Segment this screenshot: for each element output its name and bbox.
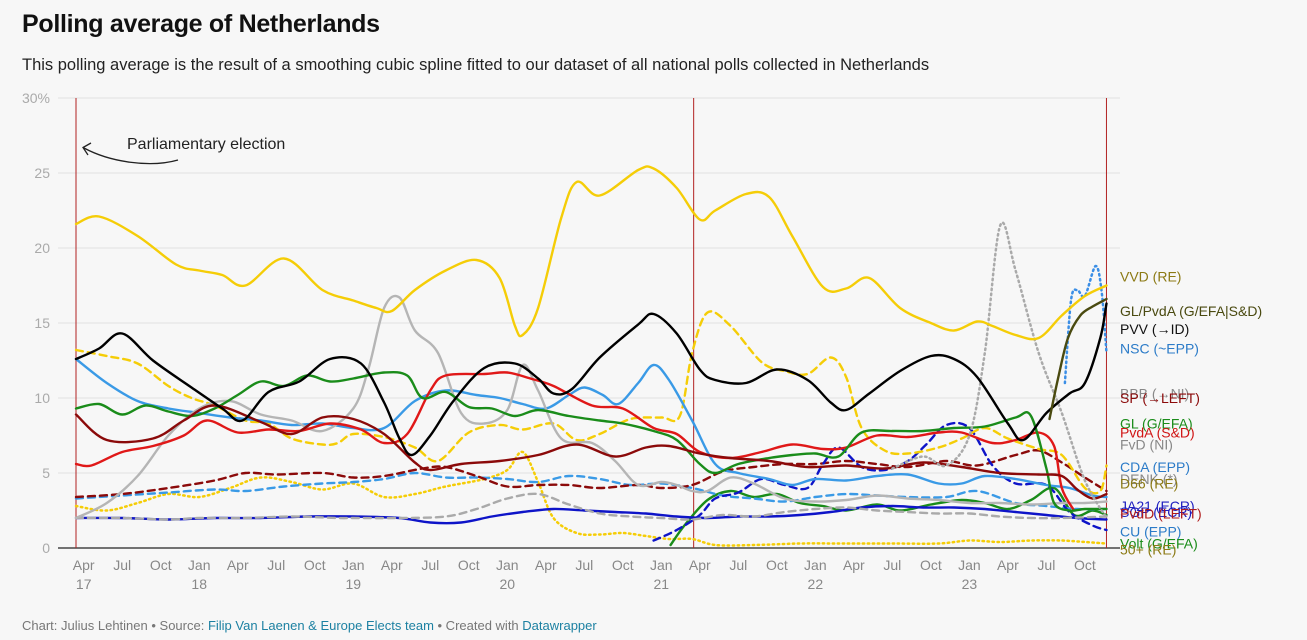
y-tick-label: 5: [42, 465, 50, 481]
x-tick-label: Jul: [575, 557, 593, 573]
x-tick-label: Oct: [766, 557, 788, 573]
x-tick-label: Oct: [304, 557, 326, 573]
y-tick-label: 15: [34, 315, 50, 331]
x-tick-label: Apr: [997, 557, 1019, 573]
x-tick-label: Jul: [883, 557, 901, 573]
x-tick-year: 20: [499, 576, 515, 592]
x-tick-label: Oct: [920, 557, 942, 573]
footer-sep: • Created with: [433, 618, 523, 633]
series-line-volt-g-efa: [669, 486, 1108, 547]
x-tick-label: Oct: [612, 557, 634, 573]
x-tick-year: 22: [808, 576, 824, 592]
line-chart: 0 5 10 15 20 25 30% Apr 17 Jul Oct Jan 18 Apr Jul Oct J…: [22, 90, 1262, 592]
series-label: VVD (RE): [1120, 269, 1181, 285]
series-label: CDA (EPP): [1120, 459, 1190, 475]
x-tick-year: 23: [962, 576, 978, 592]
x-tick-label: Apr: [689, 557, 711, 573]
series-line-pvda-s-d: [74, 371, 1076, 512]
series-lines: [74, 165, 1108, 547]
x-tick-label: Jan: [958, 557, 981, 573]
series-label: PvdD (LEFT): [1120, 506, 1202, 522]
series-label: DENK (*): [1120, 471, 1178, 487]
series-line-denk: [74, 492, 1108, 521]
x-axis: Apr 17 Jul Oct Jan 18 Apr Jul Oct Jan 19 Apr Jul Oct J…: [73, 557, 1096, 592]
series-label: D66 (RE): [1120, 476, 1178, 492]
series-label: SGP (ECR): [1120, 504, 1192, 520]
annotation-arrow: [83, 147, 179, 165]
x-tick-label: Jul: [113, 557, 131, 573]
x-tick-label: Oct: [458, 557, 480, 573]
arrowhead-icon: [82, 142, 92, 156]
election-lines: [75, 98, 1107, 548]
grid-lines: [58, 97, 1120, 549]
series-label: BBB (→NI): [1120, 386, 1189, 402]
series-label: GL (G/EFA): [1120, 416, 1193, 432]
series-label: JA21 (ECR): [1120, 498, 1195, 514]
source-link[interactable]: Filip Van Laenen & Europe Elects team: [207, 618, 434, 633]
datawrapper-link[interactable]: Datawrapper: [522, 618, 597, 633]
x-tick-label: Jan: [188, 557, 211, 573]
series-line-sgp-ecr: [74, 504, 1108, 525]
y-axis: 0 5 10 15 20 25 30%: [22, 90, 50, 556]
series-label: FvD (NI): [1120, 437, 1173, 453]
x-tick-label: Jan: [804, 557, 827, 573]
x-tick-label: Jan: [342, 557, 365, 573]
series-line-cu-epp: [74, 471, 1108, 511]
x-tick-label: Apr: [73, 557, 95, 573]
series-line-gl-pvda-g-efa-s-d: [1048, 297, 1108, 421]
election-annotation: Parliamentary election: [82, 136, 285, 165]
y-tick-label: 25: [34, 165, 50, 181]
series-line-nsc-epp: [1063, 264, 1108, 385]
x-tick-label: Apr: [843, 557, 865, 573]
x-tick-year: 21: [654, 576, 670, 592]
series-label: SP (→LEFT): [1120, 390, 1200, 406]
x-tick-label: Oct: [1074, 557, 1096, 573]
x-tick-label: Apr: [381, 557, 403, 573]
x-tick-label: Jul: [267, 557, 285, 573]
series-line-fvd-ni: [74, 294, 1108, 520]
series-label: PvdA (S&D): [1120, 425, 1195, 441]
chart-title: Polling average of Netherlands: [22, 10, 380, 38]
series-line-pvv-id: [74, 302, 1108, 457]
series-line-vvd-re: [74, 165, 1108, 341]
series-label: GL/PvdA (G/EFA|S&D): [1120, 303, 1262, 319]
chart-subtitle: This polling average is the result of a …: [22, 56, 930, 74]
series-line-cda-epp: [74, 357, 1108, 499]
series-label: CU (EPP): [1120, 524, 1181, 540]
series-label: 50+ (RE): [1120, 542, 1176, 558]
series-line-ja21-ecr: [652, 421, 1108, 542]
series-line-50-re: [74, 450, 1108, 547]
y-tick-label: 10: [34, 390, 50, 406]
x-tick-year: 18: [191, 576, 207, 592]
y-tick-label: 20: [34, 240, 50, 256]
x-tick-label: Jul: [1037, 557, 1055, 573]
x-tick-label: Jan: [496, 557, 519, 573]
x-tick-label: Jan: [650, 557, 673, 573]
footer-sep: • Source:: [147, 618, 208, 633]
x-tick-year: 17: [76, 576, 92, 592]
y-tick-label: 0: [42, 540, 50, 556]
x-tick-label: Oct: [150, 557, 172, 573]
x-tick-label: Apr: [227, 557, 249, 573]
x-tick-label: Jul: [421, 557, 439, 573]
series-line-d66-re: [74, 310, 1108, 495]
series-label: PVV (→ID): [1120, 321, 1189, 337]
series-label: NSC (~EPP): [1120, 341, 1199, 357]
annotation-text: Parliamentary election: [127, 136, 285, 153]
footer-credit: Chart: Julius Lehtinen: [22, 618, 148, 633]
x-tick-label: Jul: [729, 557, 747, 573]
x-tick-year: 19: [345, 576, 361, 592]
series-label: Volt (G/EFA): [1120, 536, 1198, 552]
series-line-bbb-ni: [891, 221, 1108, 520]
y-tick-label: 30%: [22, 90, 50, 106]
series-end-labels: VVD (RE) GL/PvdA (G/EFA|S&D) PVV (→ID) NSC …: [1120, 269, 1262, 558]
x-tick-label: Apr: [535, 557, 557, 573]
series-line-sp-left: [74, 404, 1108, 500]
footer: Chart: Julius Lehtinen • Source: Filip V…: [22, 618, 597, 633]
series-line-gl-g-efa: [74, 370, 1108, 512]
